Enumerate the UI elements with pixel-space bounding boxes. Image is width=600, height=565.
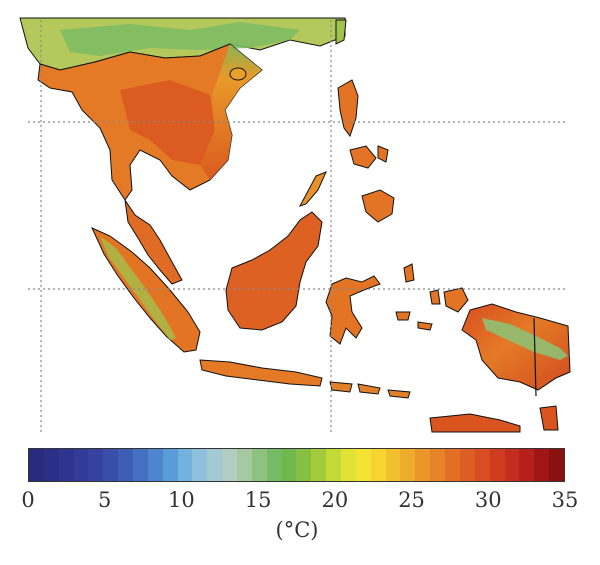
colorbar-segment: [296, 449, 312, 481]
indonesia-png-border: [533, 317, 537, 397]
borneo-island: [225, 211, 323, 331]
colorbar-segment: [519, 449, 535, 481]
colorbar-segment: [534, 449, 550, 481]
colorbar-segment: [489, 449, 505, 481]
colorbar-segment: [415, 449, 431, 481]
malay-peninsula: [124, 199, 183, 285]
sulawesi-island: [325, 275, 381, 345]
palawan-island: [298, 171, 327, 207]
hainan-island: [229, 67, 247, 81]
colorbar-tick-label: 35: [551, 488, 579, 512]
colorbar-segment: [251, 449, 267, 481]
colorbar-tick-label: 10: [168, 488, 195, 512]
colorbar-segment: [326, 449, 342, 481]
colorbar-segment: [355, 449, 371, 481]
lesser-sunda-islands: [329, 381, 411, 399]
colorbar-segment: [341, 449, 356, 481]
colorbar: [28, 448, 565, 482]
colorbar-segment: [133, 449, 148, 481]
new-guinea-highland: [482, 318, 568, 360]
java-island: [199, 359, 323, 387]
colorbar-segment: [192, 449, 208, 481]
colorbar-segment: [474, 449, 490, 481]
colorbar-tick-label: 15: [244, 488, 272, 512]
australia-north-coast: [429, 405, 559, 433]
colorbar-segment: [118, 449, 134, 481]
colorbar-segment: [162, 449, 178, 481]
colorbar-segment: [385, 449, 401, 481]
colorbar-tick-label: 25: [398, 488, 425, 512]
mainland-north-highland: [60, 22, 300, 56]
colorbar-segment: [147, 449, 163, 481]
vietnam-coast: [200, 44, 262, 180]
colorbar-segment: [237, 449, 252, 481]
mindanao-island: [361, 189, 395, 223]
colorbar-segment: [281, 449, 297, 481]
sumatra-highland: [100, 236, 176, 340]
colorbar-tick-label: 5: [98, 488, 112, 512]
colorbar-segment: [266, 449, 282, 481]
colorbar-unit-label: (°C): [275, 518, 319, 542]
colorbar-tick-label: 0: [21, 488, 35, 512]
visayas-islands: [349, 145, 389, 169]
colorbar-segment: [549, 449, 564, 481]
colorbar-segment: [177, 449, 193, 481]
colorbar-segment: [88, 449, 104, 481]
colorbar-segment: [73, 449, 89, 481]
colorbar-tick-label: 30: [474, 488, 502, 512]
colorbar-segment: [445, 449, 460, 481]
indochina-interior-warm: [120, 80, 215, 165]
colorbar-segment: [504, 449, 520, 481]
colorbar-tick-label: 20: [321, 488, 349, 512]
maluku-islands: [395, 263, 441, 331]
colorbar-segment: [29, 449, 44, 481]
colorbar-segment: [430, 449, 446, 481]
colorbar-segment: [370, 449, 386, 481]
halmahera-island: [443, 287, 469, 313]
luzon-island: [337, 79, 359, 138]
colorbar-segment: [207, 449, 223, 481]
colorbar-segment: [311, 449, 327, 481]
colorbar-segment: [222, 449, 238, 481]
graticule: [28, 20, 568, 432]
colorbar-segment: [43, 449, 59, 481]
colorbar-segment: [400, 449, 416, 481]
colorbar-segment: [459, 449, 475, 481]
colorbar-segment: [103, 449, 119, 481]
taiwan-island: [335, 19, 347, 45]
colorbar-segment: [58, 449, 74, 481]
temperature-map: [19, 17, 571, 433]
